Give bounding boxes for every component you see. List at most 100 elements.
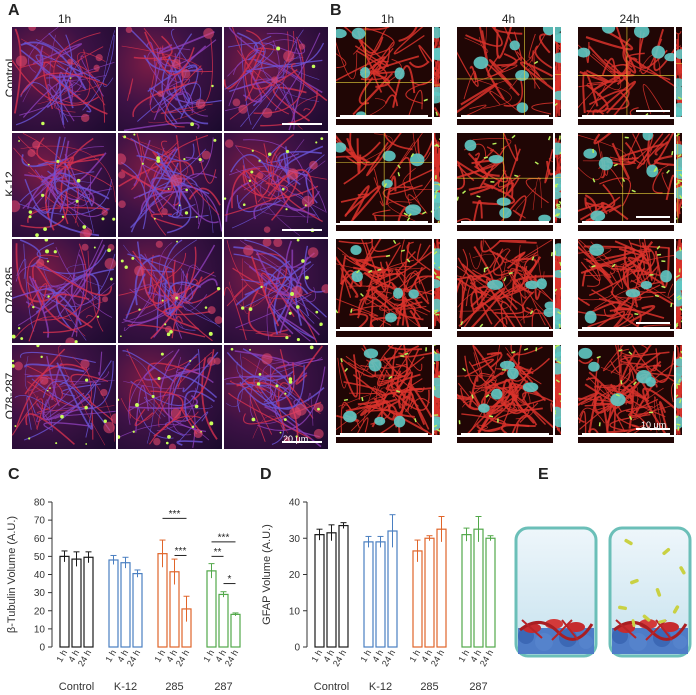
y-tick-label: 30 bbox=[34, 588, 46, 599]
confocal-image-tile bbox=[434, 345, 440, 435]
group-label: Control bbox=[314, 681, 349, 693]
group-label: 287 bbox=[214, 681, 232, 693]
bar bbox=[157, 553, 168, 648]
significance-marker: * bbox=[228, 574, 232, 585]
confocal-image-tile bbox=[336, 225, 432, 231]
confocal-image-tile bbox=[457, 119, 553, 125]
x-tick-label: 24 h bbox=[380, 648, 397, 668]
confocal-image-tile bbox=[457, 331, 553, 337]
confocal-image-tile bbox=[336, 27, 432, 117]
panel-b-col-label: 1h bbox=[380, 12, 395, 26]
scale-bar bbox=[340, 221, 428, 223]
confocal-image-tile bbox=[578, 331, 674, 337]
scale-bar bbox=[636, 322, 670, 324]
confocal-image-tile bbox=[457, 27, 553, 117]
scale-bar bbox=[582, 327, 670, 329]
x-tick-label: 24 h bbox=[429, 648, 446, 668]
x-tick-label: 24 h bbox=[478, 648, 495, 668]
bar bbox=[206, 570, 217, 648]
confocal-image-tile bbox=[457, 437, 553, 443]
significance-marker: *** bbox=[218, 532, 230, 543]
scale-bar bbox=[340, 115, 428, 117]
y-tick-label: 40 bbox=[289, 498, 301, 509]
y-tick-label: 40 bbox=[34, 570, 46, 581]
confocal-image-tile bbox=[457, 345, 553, 435]
scale-bar bbox=[582, 433, 670, 435]
confocal-image-tile bbox=[555, 239, 561, 329]
panel-label-c: C bbox=[8, 466, 20, 483]
confocal-image-tile bbox=[457, 239, 553, 329]
y-tick-label: 60 bbox=[34, 534, 46, 545]
scale-bar bbox=[461, 327, 549, 329]
bar bbox=[71, 558, 82, 648]
confocal-image-tile bbox=[336, 437, 432, 443]
scale-bar bbox=[582, 221, 670, 223]
significance-marker: *** bbox=[175, 546, 187, 557]
bar bbox=[59, 555, 70, 648]
confocal-image-tile bbox=[555, 133, 561, 223]
bar bbox=[424, 537, 435, 648]
bar bbox=[412, 550, 423, 648]
scale-bar bbox=[461, 221, 549, 223]
microscopy-image-tile bbox=[12, 239, 116, 343]
confocal-image-tile bbox=[457, 225, 553, 231]
panel-label-d: D bbox=[260, 466, 272, 483]
confocal-image-tile bbox=[578, 239, 674, 329]
confocal-image-tile bbox=[336, 119, 432, 125]
scale-bar bbox=[636, 216, 670, 218]
scale-bar bbox=[582, 115, 670, 117]
bar bbox=[120, 562, 131, 648]
group-label: 285 bbox=[420, 681, 438, 693]
bar bbox=[108, 559, 119, 648]
confocal-image-tile bbox=[578, 27, 674, 117]
bar bbox=[387, 530, 398, 648]
confocal-image-tile bbox=[555, 345, 561, 435]
confocal-image-tile bbox=[676, 345, 682, 435]
scale-bar bbox=[340, 433, 428, 435]
microscopy-image-tile bbox=[224, 239, 328, 343]
panel-label-a: A bbox=[8, 2, 20, 19]
group-label: K-12 bbox=[369, 681, 392, 693]
x-tick-label: 24 h bbox=[125, 648, 142, 668]
y-tick-label: 10 bbox=[34, 624, 46, 635]
panel-b-col-label: 4h bbox=[501, 12, 516, 26]
confocal-image-tile bbox=[336, 345, 432, 435]
confocal-image-tile bbox=[336, 133, 432, 223]
schematic-well-left bbox=[514, 526, 598, 658]
bar bbox=[326, 532, 337, 648]
x-tick-label: 24 h bbox=[174, 648, 191, 668]
scale-bar bbox=[636, 110, 670, 112]
beta-tubulin-bar-chart: 0 10 20 30 40 50 60 70 80 β-Tubulin Volume (A.U.)… bbox=[6, 498, 241, 693]
y-tick-label: 10 bbox=[289, 606, 301, 617]
y-axis-label: β-Tubulin Volume (A.U.) bbox=[6, 516, 18, 633]
panel-a-scale-bar-label: 20 μm bbox=[283, 434, 309, 444]
panel-b-col-label: 24h bbox=[619, 12, 640, 26]
y-tick-label: 70 bbox=[34, 516, 46, 527]
scale-bar bbox=[340, 327, 428, 329]
bar bbox=[461, 534, 472, 648]
bar bbox=[83, 556, 94, 648]
y-tick-label: 80 bbox=[34, 498, 46, 509]
microscopy-image-tile bbox=[118, 239, 222, 343]
microscopy-image-tile bbox=[12, 133, 116, 237]
bar bbox=[218, 593, 229, 648]
bar bbox=[375, 541, 386, 648]
confocal-image-tile bbox=[434, 239, 440, 329]
confocal-image-tile bbox=[336, 239, 432, 329]
panel-label-e: E bbox=[538, 466, 549, 483]
bar bbox=[485, 537, 496, 648]
scale-bar bbox=[282, 123, 322, 125]
y-tick-label: 20 bbox=[289, 570, 301, 581]
group-label: 287 bbox=[469, 681, 487, 693]
confocal-image-tile bbox=[434, 133, 440, 223]
bar bbox=[338, 524, 349, 648]
microscopy-image-tile bbox=[12, 345, 116, 449]
bar bbox=[363, 541, 374, 648]
y-tick-label: 0 bbox=[294, 643, 300, 654]
bar bbox=[230, 613, 241, 648]
confocal-image-tile bbox=[578, 345, 674, 435]
panel-a-col-label: 24h bbox=[266, 12, 287, 26]
confocal-image-tile bbox=[676, 133, 682, 223]
x-tick-label: 24 h bbox=[331, 648, 348, 668]
